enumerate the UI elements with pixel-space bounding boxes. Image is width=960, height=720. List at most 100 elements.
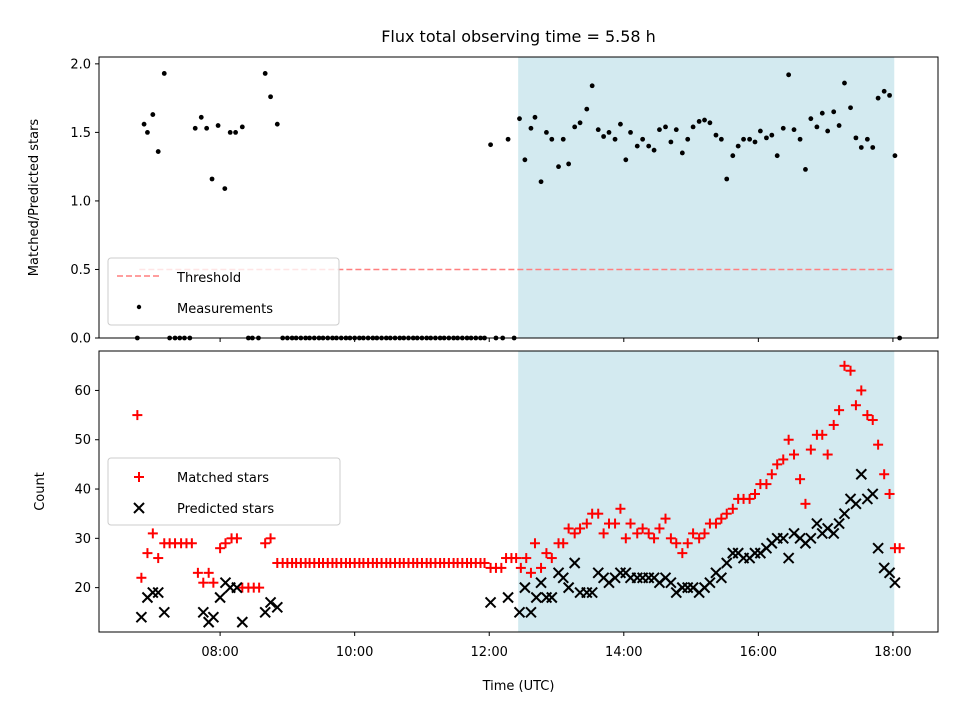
- matched-star-point: [136, 572, 147, 583]
- measurement-point: [690, 124, 696, 130]
- measurement-point: [640, 136, 646, 142]
- measurement-point: [808, 116, 814, 122]
- predicted-star-point: [811, 517, 823, 530]
- matched-star-point: [632, 528, 643, 539]
- measurement-point: [730, 153, 736, 159]
- matched-star-point: [203, 567, 214, 578]
- measurement-point: [577, 120, 583, 126]
- measurement-point: [572, 124, 578, 130]
- predicted-star-point: [833, 517, 845, 530]
- matched-star-point: [521, 553, 532, 564]
- matched-star-point: [479, 557, 490, 568]
- matched-star-point: [783, 434, 794, 445]
- measurement-point: [814, 124, 820, 130]
- measurement-point: [274, 121, 280, 127]
- matched-star-point: [615, 503, 626, 514]
- measurement-point: [803, 167, 808, 172]
- measurement-point: [566, 161, 572, 167]
- predicted-star-point: [519, 581, 531, 594]
- matched-star-point: [208, 577, 219, 588]
- matched-star-point: [817, 429, 828, 440]
- measurement-point: [797, 136, 803, 142]
- measurement-point: [623, 157, 629, 163]
- matched-star-point: [744, 493, 755, 504]
- bottom-legend-box: [107, 457, 341, 526]
- predicted-star-point: [777, 532, 789, 545]
- matched-star-point: [694, 533, 705, 544]
- matched-star-point: [132, 410, 143, 421]
- legend-threshold-label: Threshold: [176, 271, 241, 286]
- measurement-point: [819, 110, 825, 116]
- measurement-point: [505, 136, 511, 142]
- predicted-star-point: [850, 498, 862, 510]
- measurement-point: [735, 143, 741, 149]
- measurement-point: [262, 71, 268, 76]
- bottom-y-tick-label: 30: [74, 532, 91, 547]
- predicted-star-point: [883, 567, 896, 579]
- predicted-star-point: [207, 611, 220, 623]
- measurement-point: [549, 136, 555, 142]
- predicted-star-point: [586, 586, 598, 599]
- measurement-point: [774, 153, 780, 159]
- matched-star-point: [800, 498, 811, 509]
- matched-star-point: [688, 528, 699, 539]
- predicted-star-point: [271, 601, 284, 614]
- matched-star-point: [850, 400, 861, 411]
- matched-star-point: [220, 538, 231, 549]
- measurement-point: [892, 153, 898, 159]
- measurement-point: [881, 88, 887, 94]
- predicted-star-point: [805, 532, 817, 545]
- measurement-point: [646, 143, 652, 149]
- matched-star-point: [147, 528, 158, 539]
- matched-star-point: [231, 533, 242, 544]
- predicted-star-point: [484, 596, 497, 609]
- predicted-star-point: [715, 572, 728, 584]
- predicted-star-point: [867, 488, 879, 500]
- predicted-star-point: [838, 507, 851, 520]
- matched-star-point: [894, 543, 905, 554]
- predicted-star-point: [513, 606, 526, 618]
- measurement-point: [747, 136, 753, 142]
- predicted-star-point: [502, 591, 514, 604]
- measurement-point: [589, 83, 595, 89]
- measurement-point: [601, 134, 607, 139]
- top-legend-box: [107, 257, 340, 326]
- legend-matched-swatch: [134, 472, 144, 482]
- measurement-point: [842, 80, 847, 86]
- measurement-point: [192, 125, 198, 131]
- matched-star-point: [637, 523, 648, 534]
- predicted-star-point: [568, 557, 581, 569]
- legend-measurements-label: Measurements: [177, 302, 273, 317]
- bottom-y-ticks: 20 30 40 50 60: [74, 384, 99, 596]
- matched-star-point: [766, 469, 777, 480]
- measurement-point: [560, 136, 566, 142]
- top-axes-frame: [98, 56, 939, 339]
- predicted-star-point: [562, 581, 575, 594]
- matched-star-point: [834, 405, 845, 416]
- measurement-point: [825, 128, 831, 134]
- matched-star-point: [563, 523, 574, 534]
- top-y-tick-label: 2.0: [70, 57, 91, 72]
- measurement-point: [791, 127, 797, 133]
- matched-star-point: [186, 538, 197, 549]
- bottom-panel: 20 30 40 50 60 08:00 10:00 12:00 14:00 16:00 18:0…: [33, 350, 939, 694]
- bottom-x-ticks: 08:00 10:00 12:00 14:00 16:00 18:00: [201, 632, 912, 660]
- matched-star-point: [828, 419, 839, 430]
- measurement-point: [696, 119, 702, 124]
- predicted-star-point: [214, 591, 226, 604]
- measurement-point: [831, 109, 837, 115]
- measurement-point: [663, 124, 668, 130]
- predicted-star-point: [535, 576, 547, 589]
- measurement-point: [836, 123, 842, 128]
- predicted-star-point: [530, 591, 543, 604]
- measurement-point: [769, 132, 775, 138]
- top-y-tick-label: 1.5: [70, 126, 91, 141]
- predicted-star-point: [264, 596, 277, 609]
- predicted-star-point: [236, 616, 249, 628]
- measurement-point: [532, 114, 538, 120]
- matched-star-point: [575, 523, 586, 534]
- measurement-point: [668, 139, 674, 145]
- matched-star-point: [620, 533, 631, 544]
- matched-star-point: [546, 553, 557, 564]
- predicted-star-point: [665, 576, 677, 589]
